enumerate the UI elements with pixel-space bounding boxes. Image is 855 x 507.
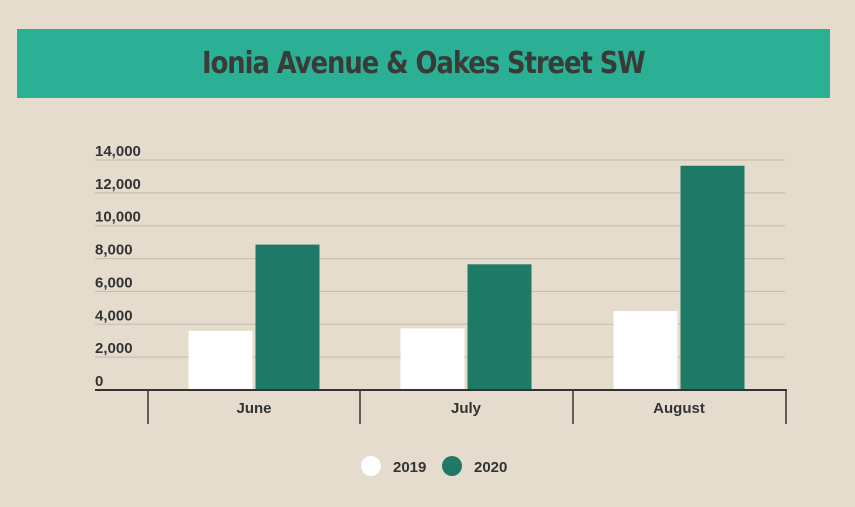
bar-2020-august [680, 165, 745, 390]
y-tick-label: 12,000 [95, 176, 141, 193]
bar-2020-june [255, 244, 320, 390]
y-tick-label: 8,000 [95, 242, 133, 259]
y-tick-label: 4,000 [95, 307, 133, 324]
legend-label-2020: 2020 [474, 459, 507, 476]
bar-2019-june [188, 330, 253, 390]
legend-marker-2020 [442, 456, 462, 476]
bar-2019-july [400, 328, 465, 390]
x-category-label: August [653, 400, 705, 417]
legend-label-2019: 2019 [393, 459, 426, 476]
x-category-label: June [236, 400, 271, 417]
bar-2019-august [613, 311, 678, 390]
bar-2020-july [467, 264, 532, 390]
y-tick-label: 0 [95, 373, 103, 390]
chart-title: Ionia Avenue & Oakes Street SW [202, 46, 646, 81]
legend-marker-2019 [361, 456, 381, 476]
y-tick-label: 10,000 [95, 209, 141, 226]
y-tick-label: 6,000 [95, 274, 133, 291]
title-banner: Ionia Avenue & Oakes Street SW [17, 29, 830, 98]
x-category-label: July [451, 400, 482, 417]
y-tick-label: 2,000 [95, 340, 133, 357]
y-tick-label: 14,000 [95, 143, 141, 160]
